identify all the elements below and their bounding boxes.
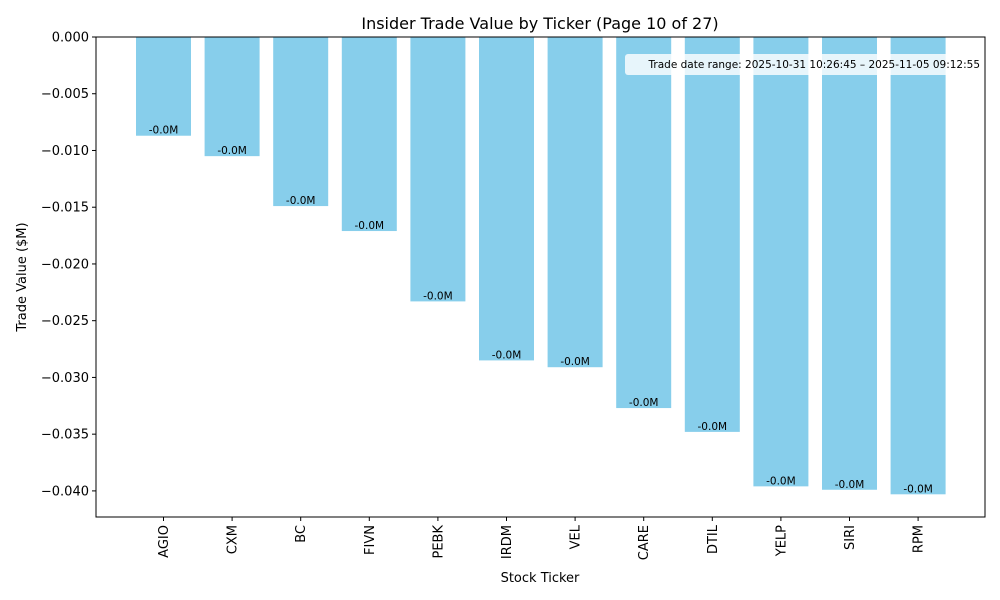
- data-label-bc: -0.0M: [286, 195, 316, 207]
- data-labels-group: -0.0M -0.0M -0.0M -0.0M -0.0M -0.0M -0.0M -0.0M…: [149, 125, 933, 496]
- y-tick-label: −0.010: [41, 144, 89, 159]
- bar-yelp: [753, 37, 809, 487]
- data-label-yelp: -0.0M: [766, 475, 796, 487]
- x-tick-label: PEBK: [431, 525, 446, 559]
- data-label-pebk: -0.0M: [423, 290, 453, 302]
- x-tick-label: SIRI: [843, 525, 858, 550]
- data-label-siri: -0.0M: [835, 479, 865, 491]
- x-tick-label: VEL: [569, 524, 584, 549]
- y-tick-label: −0.020: [41, 257, 89, 272]
- x-tick-label: YELP: [774, 525, 789, 557]
- annotation-text: Trade date range: 2025-10-31 10:26:45 – …: [648, 59, 980, 71]
- y-tick-label: −0.040: [41, 484, 89, 499]
- data-label-care: -0.0M: [629, 397, 659, 409]
- y-axis-label: Trade Value ($M): [15, 222, 30, 332]
- bar-rpm: [890, 37, 946, 495]
- x-axis: AGIO CXM BC FIVN PEBK IRDM VEL CARE DTIL YELP SIRI…: [157, 517, 927, 560]
- x-tick-label: RPM: [912, 525, 927, 553]
- data-label-irdm: -0.0M: [492, 349, 522, 361]
- y-tick-label: 0.000: [52, 31, 89, 46]
- data-label-dtil: -0.0M: [698, 421, 728, 433]
- y-tick-label: −0.005: [41, 87, 89, 102]
- annotation-box: [625, 54, 985, 75]
- y-tick-label: −0.015: [41, 201, 89, 216]
- date-range-annotation: Trade date range: 2025-10-31 10:26:45 – …: [625, 54, 985, 75]
- bar-bc: [273, 37, 329, 207]
- data-label-fivn: -0.0M: [355, 220, 385, 232]
- bar-irdm: [479, 37, 534, 361]
- x-tick-label: AGIO: [157, 525, 172, 558]
- x-tick-label: FIVN: [363, 525, 378, 555]
- y-tick-label: −0.025: [41, 314, 89, 329]
- y-tick-label: −0.030: [41, 371, 89, 386]
- data-label-rpm: -0.0M: [903, 483, 933, 495]
- plot-area: -0.0M -0.0M -0.0M -0.0M -0.0M -0.0M -0.0M -0.0M…: [95, 36, 986, 518]
- bar-fivn: [341, 37, 397, 232]
- bar-dtil: [684, 37, 740, 432]
- x-tick-label: BC: [294, 525, 309, 543]
- data-label-vel: -0.0M: [560, 356, 590, 368]
- bar-vel: [547, 37, 603, 368]
- x-tick-label: CXM: [226, 525, 241, 554]
- x-axis-label: Stock Ticker: [501, 571, 580, 586]
- x-tick-label: DTIL: [706, 524, 721, 554]
- chart-title: Insider Trade Value by Ticker (Page 10 o…: [361, 14, 718, 33]
- plot-frame: [95, 36, 986, 518]
- data-label-agio: -0.0M: [149, 125, 179, 137]
- data-label-cxm: -0.0M: [217, 145, 247, 157]
- y-axis: 0.000 −0.005 −0.010 −0.015 −0.020 −0.025 −0.03…: [41, 31, 96, 499]
- bar-cxm: [204, 37, 260, 157]
- bar-care: [616, 37, 672, 409]
- bar-pebk: [410, 37, 466, 302]
- bar-siri: [822, 37, 877, 490]
- bar-agio: [136, 37, 191, 136]
- x-tick-label: CARE: [637, 525, 652, 560]
- bars-group: [136, 37, 946, 495]
- x-tick-label: IRDM: [500, 525, 515, 559]
- y-tick-label: −0.035: [41, 428, 89, 443]
